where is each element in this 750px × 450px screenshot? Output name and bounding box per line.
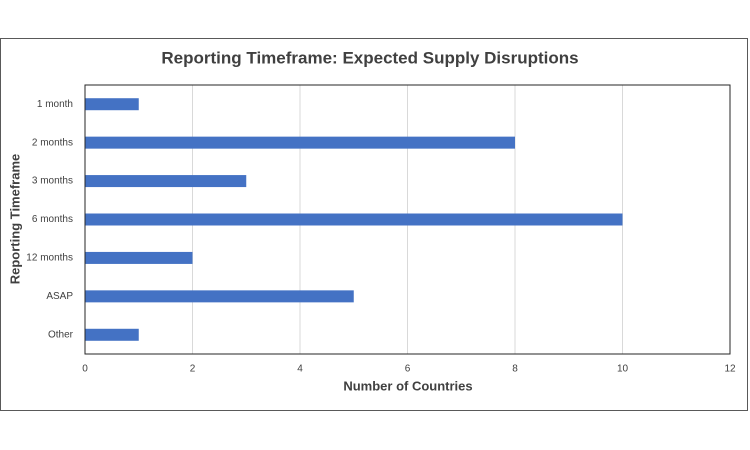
x-tick-label: 0 <box>82 364 88 375</box>
x-tick-label: 12 <box>724 364 736 375</box>
x-tick-label: 6 <box>405 364 411 375</box>
y-tick-label: 6 months <box>32 214 73 225</box>
chart-title: Reporting Timeframe: Expected Supply Dis… <box>161 48 578 67</box>
bar <box>85 136 515 149</box>
x-tick-label: 8 <box>512 364 518 375</box>
y-tick-label: ASAP <box>46 291 73 302</box>
x-tick-label: 4 <box>297 364 303 375</box>
bars <box>85 98 623 341</box>
x-tick-label: 2 <box>190 364 196 375</box>
y-tick-label: 1 month <box>37 99 73 110</box>
y-tick-label: Other <box>48 329 74 340</box>
plot-border <box>84 84 731 355</box>
y-tick-label: 12 months <box>26 253 73 264</box>
y-axis-title: Reporting Timeframe <box>7 154 22 285</box>
y-tick-label: 3 months <box>32 176 73 187</box>
x-axis-title: Number of Countries <box>343 378 472 393</box>
bar <box>85 98 139 111</box>
x-tick-label: 10 <box>617 364 629 375</box>
bar <box>85 175 247 188</box>
y-tick-label: 2 months <box>32 137 73 148</box>
bar <box>85 290 354 303</box>
bar <box>85 328 139 341</box>
bar <box>85 251 193 264</box>
bar <box>85 213 623 226</box>
